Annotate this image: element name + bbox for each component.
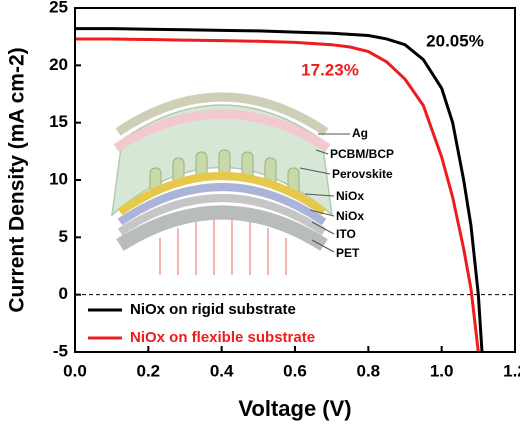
x-tick-label: 1.2 <box>503 361 520 380</box>
inset-label: ITO <box>336 227 356 241</box>
y-axis-label: Current Density (mA cm-2) <box>6 47 29 312</box>
x-tick-label: 0.8 <box>357 361 381 380</box>
x-tick-label: 0.0 <box>63 361 87 380</box>
inset-diagram <box>110 92 350 275</box>
y-tick-label: 5 <box>59 227 68 246</box>
y-tick-label: 20 <box>49 55 68 74</box>
legend-label: NiOx on flexible substrate <box>130 329 315 346</box>
inset-label: NiOx <box>336 189 364 203</box>
series-line <box>75 27 484 353</box>
inset-label: NiOx <box>336 209 364 223</box>
inset-label: Perovskite <box>332 167 393 181</box>
inset-label: Ag <box>352 126 368 140</box>
x-tick-label: 1.0 <box>430 361 454 380</box>
inset-label: PCBM/BCP <box>330 147 394 161</box>
y-tick-label: 0 <box>59 284 68 303</box>
y-tick-label: -5 <box>53 341 68 360</box>
annotation: 17.23% <box>301 60 359 79</box>
x-tick-label: 0.4 <box>210 361 234 380</box>
y-tick-label: 10 <box>49 169 68 188</box>
legend-label: NiOx on rigid substrate <box>130 301 296 318</box>
y-tick-label: 15 <box>49 112 68 131</box>
annotation: 20.05% <box>426 31 484 50</box>
x-tick-label: 0.2 <box>137 361 161 380</box>
y-tick-label: 25 <box>49 0 68 16</box>
inset-label: PET <box>336 246 360 260</box>
plot-frame <box>74 7 516 353</box>
series-line <box>75 37 480 353</box>
x-axis-label: Voltage (V) <box>238 396 351 421</box>
x-tick-label: 0.6 <box>283 361 307 380</box>
